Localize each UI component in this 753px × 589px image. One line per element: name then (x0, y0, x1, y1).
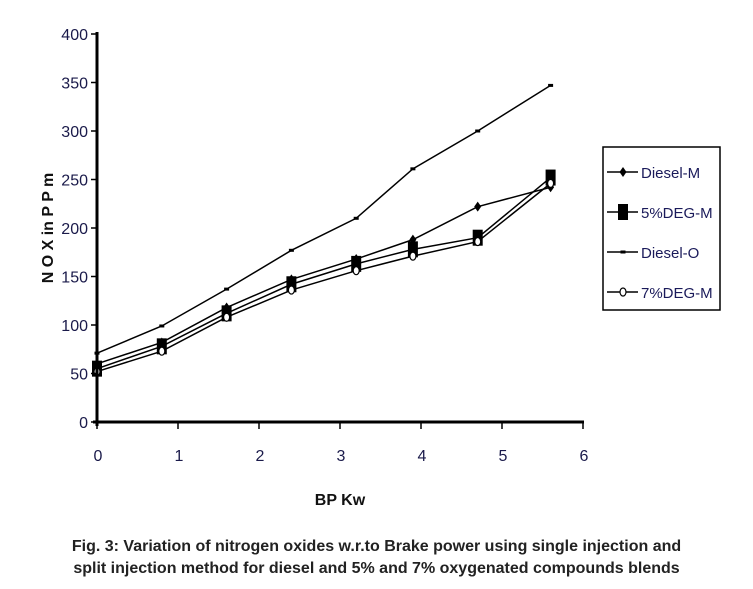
caption-line-2: split injection method for diesel and 5%… (73, 560, 680, 577)
series-7-deg-m (93, 178, 555, 377)
circle-marker (619, 287, 627, 297)
square-marker (407, 241, 418, 258)
legend-label: Diesel-M (641, 165, 700, 182)
series-line (96, 186, 551, 365)
circle-marker (409, 251, 417, 261)
series-diesel-o (94, 83, 554, 355)
square-marker (618, 204, 628, 220)
y-tick-label: 50 (70, 367, 88, 384)
circle-marker (352, 266, 360, 276)
x-tick-label: 5 (499, 448, 508, 465)
series-5-deg-m (92, 169, 556, 377)
circle-marker (474, 236, 482, 247)
dash-marker (475, 129, 481, 133)
nox-chart: 0 50 100 150 200 250 300 350 400 0 1 2 3 4 5 6 N O X in… (40, 27, 721, 509)
y-tick-label: 300 (61, 124, 88, 141)
series-line (96, 182, 552, 373)
legend-label: Diesel-O (641, 245, 699, 262)
x-tick-label: 6 (580, 448, 589, 465)
series-line (96, 176, 552, 370)
dash-marker (159, 324, 165, 328)
square-marker (286, 276, 297, 293)
legend: Diesel-M 5%DEG-M Diesel-O 7%DEG-M (602, 146, 721, 311)
y-tick-label: 400 (61, 27, 88, 44)
y-tick-label: 0 (79, 415, 88, 432)
dash-marker (410, 167, 416, 171)
x-tick-label: 0 (94, 448, 103, 465)
legend-label: 5%DEG-M (641, 205, 713, 222)
dash-marker (224, 287, 230, 291)
y-tick-label: 100 (61, 318, 88, 335)
y-axis-title: N O X in P P m (40, 173, 57, 284)
square-marker (156, 338, 167, 355)
dash-marker (353, 216, 359, 220)
x-axis-title: BP Kw (315, 492, 366, 509)
series-line (96, 84, 551, 354)
x-tick-label: 2 (256, 448, 265, 465)
legend-label: 7%DEG-M (641, 285, 713, 302)
caption-line-1: Fig. 3: Variation of nitrogen oxides w.r… (71, 538, 682, 555)
circle-marker (223, 312, 231, 322)
axes-layer: 0 50 100 150 200 250 300 350 400 0 1 2 3 4 5 6 (61, 27, 588, 465)
x-tick-label: 1 (175, 448, 184, 465)
figure-caption: Fig. 3: Variation of nitrogen oxides w.r… (0, 536, 753, 580)
dash-marker (288, 248, 294, 252)
x-tick-label: 3 (337, 448, 346, 465)
diamond-marker (619, 167, 627, 177)
square-marker (545, 169, 556, 186)
y-tick-label: 250 (61, 173, 88, 190)
y-tick-label: 350 (61, 76, 88, 93)
circle-marker (158, 346, 166, 356)
dash-marker (548, 83, 554, 87)
dash-marker (620, 250, 626, 254)
diamond-marker (474, 201, 482, 212)
y-tick-label: 200 (61, 221, 88, 238)
square-marker (351, 255, 362, 272)
circle-marker (287, 285, 295, 295)
y-tick-label: 150 (61, 270, 88, 287)
x-tick-label: 4 (418, 448, 427, 465)
series-layer (92, 83, 556, 377)
circle-marker (546, 178, 555, 188)
